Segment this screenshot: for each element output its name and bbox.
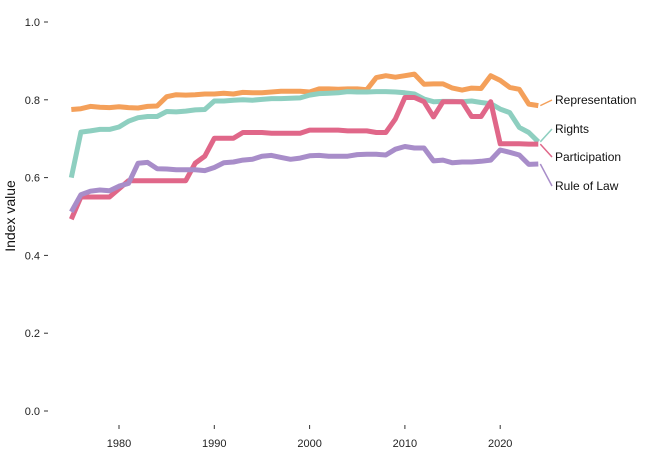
y-axis-title: Index value xyxy=(2,180,18,252)
series-label: Representation xyxy=(555,93,636,107)
series-line-representation xyxy=(71,71,539,112)
y-tick-label: 1.0 xyxy=(25,17,40,29)
x-axis: 1980 1990 2000 2010 2020 xyxy=(107,425,512,450)
leader-line xyxy=(539,163,553,187)
series-label: Rights xyxy=(555,122,589,136)
series-line-rule-of-law xyxy=(69,144,539,214)
series-lines xyxy=(68,71,541,221)
x-tick-label: 1990 xyxy=(202,438,226,450)
leader-line xyxy=(539,143,553,158)
series-label: Participation xyxy=(555,150,621,164)
y-tick-label: 0.8 xyxy=(25,95,40,107)
x-tick-label: 2010 xyxy=(393,438,417,450)
x-tick-label: 2000 xyxy=(297,438,321,450)
y-tick-label: 0.0 xyxy=(25,406,40,418)
series-labels: Representation Rights Participation Rule of… xyxy=(539,93,636,193)
leader-line xyxy=(539,99,553,107)
y-axis: 0.0 0.2 0.4 0.6 0.8 1.0 xyxy=(25,17,48,418)
y-tick-label: 0.4 xyxy=(25,250,40,262)
y-tick-label: 0.2 xyxy=(25,328,40,340)
series-line-participation xyxy=(69,95,539,221)
leader-line xyxy=(539,128,553,143)
x-tick-label: 1980 xyxy=(107,438,131,450)
x-tick-label: 2020 xyxy=(488,438,512,450)
series-label: Rule of Law xyxy=(555,179,619,193)
y-tick-label: 0.6 xyxy=(25,173,40,185)
